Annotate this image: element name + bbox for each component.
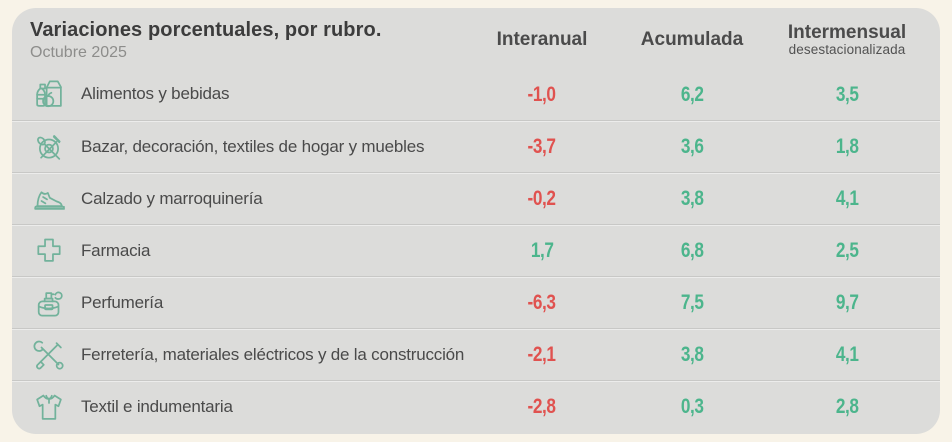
- value-intermensual: 2,8: [835, 394, 859, 418]
- column-header-sublabel: desestacionalizada: [788, 41, 906, 57]
- value-acumulada: 7,5: [680, 290, 704, 314]
- value-acumulada: 3,8: [680, 186, 704, 210]
- row-label: Farmacia: [81, 240, 151, 260]
- table-header: Variaciones porcentuales, por rubro. Oct…: [12, 8, 940, 68]
- row-label: Alimentos y bebidas: [81, 84, 230, 103]
- page-title: Variaciones porcentuales, por rubro.: [30, 18, 382, 41]
- row-label-cell: Alimentos y bebidas: [30, 75, 468, 113]
- value-interanual: 1,7: [530, 238, 554, 262]
- column-header-label: Acumulada: [640, 29, 744, 51]
- row-label-cell: Farmacia: [30, 232, 468, 270]
- pharmacy-cross-icon: [30, 232, 68, 270]
- table-row: Textil e indumentaria -2,8 0,3 2,8: [12, 380, 940, 432]
- table-row: Perfumería -6,3 7,5 9,7: [12, 276, 940, 328]
- row-label: Bazar, decoración, textiles de hogar y m…: [81, 136, 425, 156]
- column-header-acumulada: Acumulada: [616, 30, 768, 50]
- value-acumulada: 3,8: [680, 342, 704, 366]
- row-label-cell: Calzado y marroquinería: [30, 180, 468, 218]
- value-interanual: -3,7: [527, 134, 557, 158]
- column-header-label: Intermensual: [787, 21, 907, 43]
- column-header-intermensual: Intermensual desestacionalizada: [768, 21, 926, 57]
- table-row: Farmacia 1,7 6,8 2,5: [12, 224, 940, 276]
- value-acumulada: 3,6: [680, 134, 704, 158]
- perfume-icon: [30, 284, 68, 322]
- tshirt-icon: [30, 388, 68, 426]
- row-label-cell: Bazar, decoración, textiles de hogar y m…: [30, 128, 468, 166]
- value-interanual: -6,3: [527, 290, 557, 314]
- value-interanual: -0,2: [527, 186, 557, 210]
- row-label: Perfumería: [81, 292, 164, 312]
- row-label: Textil e indumentaria: [81, 396, 233, 416]
- row-label: Calzado y marroquinería: [81, 188, 263, 208]
- tools-icon: [30, 336, 68, 374]
- value-acumulada: 0,3: [680, 394, 704, 418]
- value-intermensual: 1,8: [835, 134, 859, 158]
- tableware-icon: [30, 128, 68, 166]
- table-row: Bazar, decoración, textiles de hogar y m…: [12, 120, 940, 172]
- value-intermensual: 4,1: [835, 186, 859, 210]
- groceries-icon: [30, 75, 68, 113]
- value-interanual: -2,1: [527, 342, 557, 366]
- row-label-cell: Perfumería: [30, 284, 468, 322]
- period-subtitle: Octubre 2025: [30, 43, 127, 61]
- column-header-interanual: Interanual: [468, 30, 616, 50]
- row-label: Ferretería, materiales eléctricos y de l…: [81, 344, 465, 364]
- value-intermensual: 9,7: [835, 290, 859, 314]
- row-label-cell: Ferretería, materiales eléctricos y de l…: [30, 336, 468, 374]
- column-header-label: Interanual: [496, 29, 588, 51]
- title-block: Variaciones porcentuales, por rubro. Oct…: [30, 18, 468, 62]
- value-intermensual: 3,5: [835, 81, 859, 106]
- value-intermensual: 2,5: [835, 238, 859, 262]
- table-row: Calzado y marroquinería -0,2 3,8 4,1: [12, 172, 940, 224]
- table-body: Alimentos y bebidas -1,0 6,2 3,5 Bazar, …: [12, 68, 940, 432]
- shoe-icon: [30, 180, 68, 218]
- row-label-cell: Textil e indumentaria: [30, 388, 468, 426]
- value-intermensual: 4,1: [835, 342, 859, 366]
- value-acumulada: 6,8: [680, 238, 704, 262]
- table-row: Alimentos y bebidas -1,0 6,2 3,5: [12, 68, 940, 120]
- value-interanual: -1,0: [527, 81, 557, 106]
- value-interanual: -2,8: [527, 394, 557, 418]
- value-acumulada: 6,2: [680, 81, 704, 106]
- variations-table-card: Variaciones porcentuales, por rubro. Oct…: [12, 8, 940, 434]
- table-row: Ferretería, materiales eléctricos y de l…: [12, 328, 940, 380]
